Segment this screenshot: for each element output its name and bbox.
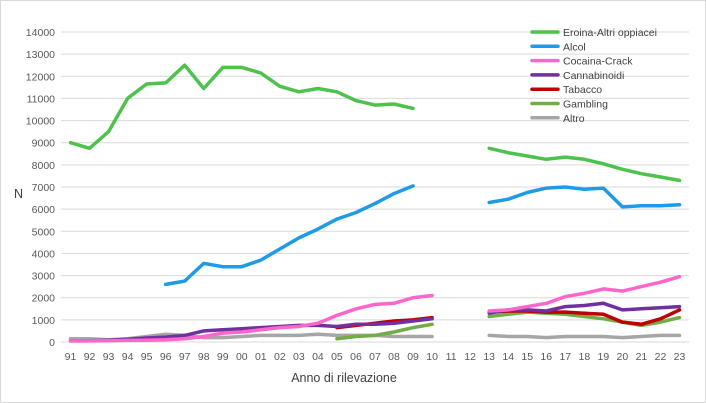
y-tick-label: 12000	[26, 71, 55, 83]
legend-item: Cocaina-Crack	[530, 56, 633, 68]
series-line	[163, 184, 682, 287]
gridlines	[61, 31, 689, 343]
legend-item: Altro	[530, 113, 585, 125]
x-tick-label: 20	[617, 351, 629, 363]
legend-label: Tabacco	[563, 84, 602, 96]
y-tick-label: 1000	[32, 315, 56, 327]
legend-item: Cannabinoidi	[530, 70, 624, 82]
y-tick-label: 2000	[32, 293, 56, 305]
y-tick-label: 11000	[27, 93, 56, 105]
legend-item: Alcol	[530, 41, 586, 53]
y-tick-label: 10000	[26, 116, 55, 128]
y-tick-label: 8000	[32, 160, 56, 172]
x-tick-label: 00	[236, 351, 248, 363]
x-axis-ticks: 91 92 93 94 95 96 97 98 99 00 01 02 03 04 05 06 07 08 09 10…	[65, 351, 686, 363]
legend-label: Eroina-Altri oppiacei	[563, 27, 657, 39]
legend-item: Tabacco	[530, 84, 602, 96]
legend-label: Gambling	[563, 99, 608, 111]
x-tick-label: 07	[369, 351, 381, 363]
x-tick-label: 01	[255, 351, 267, 363]
y-tick-label: 4000	[32, 248, 56, 260]
x-tick-label: 03	[293, 351, 305, 363]
x-tick-label: 16	[540, 351, 552, 363]
x-tick-label: 96	[160, 351, 172, 363]
x-tick-label: 23	[674, 351, 686, 363]
y-tick-label: 9000	[32, 138, 56, 150]
x-tick-label: 18	[578, 351, 590, 363]
y-axis-title: N	[14, 187, 23, 201]
y-tick-label: 3000	[32, 271, 56, 283]
series-line	[335, 310, 682, 341]
x-tick-label: 22	[655, 351, 667, 363]
legend-label: Altro	[563, 113, 585, 125]
x-tick-label: 17	[559, 351, 571, 363]
series-line	[68, 274, 682, 343]
y-tick-label: 14000	[26, 27, 55, 39]
y-tick-label: 13000	[26, 49, 55, 61]
x-tick-label: 02	[274, 351, 286, 363]
x-tick-label: 10	[426, 351, 438, 363]
y-tick-label: 0	[49, 337, 55, 349]
x-tick-label: 14	[502, 351, 514, 363]
x-axis-title: Anno di rilevazione	[291, 371, 397, 385]
y-tick-label: 7000	[32, 182, 56, 194]
series-line	[68, 63, 682, 183]
legend-item: Gambling	[530, 99, 608, 111]
x-tick-label: 04	[312, 351, 324, 363]
x-tick-label: 99	[217, 351, 229, 363]
x-tick-label: 13	[483, 351, 495, 363]
legend-label: Cocaina-Crack	[563, 56, 633, 68]
legend: Eroina-Altri oppiacei Alcol Cocaina-Crack C…	[530, 27, 657, 125]
x-tick-label: 15	[521, 351, 533, 363]
x-tick-label: 21	[636, 351, 648, 363]
x-tick-label: 09	[407, 351, 419, 363]
x-tick-label: 06	[350, 351, 362, 363]
x-tick-label: 12	[464, 351, 476, 363]
x-tick-label: 91	[65, 351, 77, 363]
legend-label: Cannabinoidi	[563, 70, 624, 82]
y-axis-ticks: 0 1000 2000 3000 4000 5000 6000 7000 8000 9000 100…	[26, 27, 55, 349]
x-tick-label: 98	[198, 351, 210, 363]
x-tick-label: 08	[388, 351, 400, 363]
series-lines	[68, 63, 682, 343]
x-tick-label: 95	[141, 351, 153, 363]
legend-label: Alcol	[563, 41, 586, 53]
x-tick-label: 92	[84, 351, 96, 363]
x-tick-label: 05	[331, 351, 343, 363]
y-tick-label: 6000	[32, 204, 56, 216]
x-tick-label: 11	[446, 351, 457, 363]
x-tick-label: 19	[598, 351, 610, 363]
y-tick-label: 5000	[32, 226, 56, 238]
x-tick-label: 94	[122, 351, 134, 363]
x-tick-label: 93	[103, 351, 115, 363]
x-tick-label: 97	[179, 351, 191, 363]
legend-item: Eroina-Altri oppiacei	[530, 27, 657, 39]
